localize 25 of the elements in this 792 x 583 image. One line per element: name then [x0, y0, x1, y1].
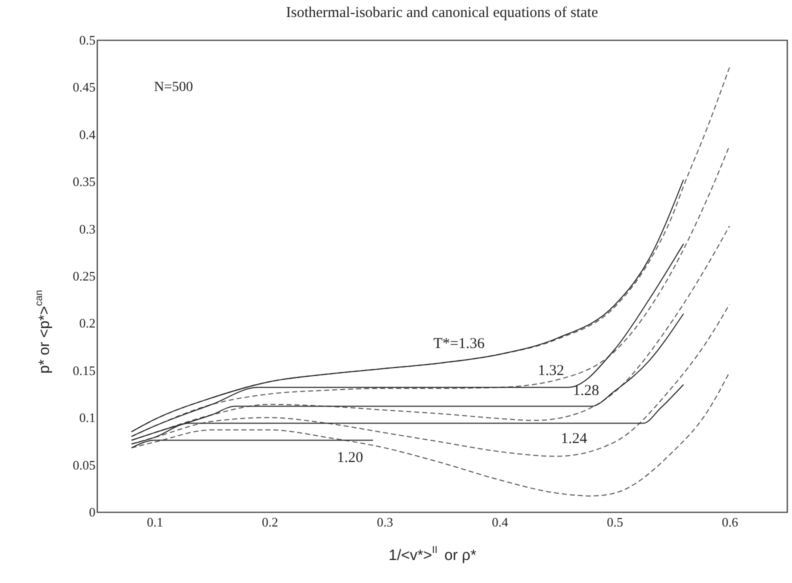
x-tick-label: 0.5 [606, 514, 624, 530]
y-tick-label: 0.25 [72, 268, 96, 284]
x-tick-label: 0.6 [722, 514, 739, 530]
chart-title: Isothermal-isobaric and canonical equations of state [286, 5, 598, 21]
annotation: 1.20 [336, 450, 364, 466]
y-tick-label: 0.1 [79, 410, 96, 426]
y-tick-label: 0.3 [79, 221, 96, 236]
y-tick-label: 0.2 [79, 316, 96, 331]
annotation: 1.28 [572, 383, 600, 399]
annotation: N=500 [154, 80, 194, 95]
annotation: 1.24 [560, 431, 588, 447]
y-tick-label: 0.4 [79, 126, 96, 142]
x-tick-label: 0.4 [492, 514, 509, 530]
annotation: T*=1.36 [433, 336, 486, 352]
y-tick-label: 0.05 [72, 457, 96, 472]
y-tick-label: 0.35 [72, 174, 96, 190]
x-tick-label: 0.3 [376, 514, 394, 530]
y-tick-label: 0.15 [72, 362, 96, 378]
x-tick-label: 0.1 [146, 514, 164, 530]
y-axis-title: p* or <p*>can [34, 290, 53, 374]
y-tick-label: 0.45 [72, 80, 96, 95]
y-tick-label: 0.5 [79, 32, 96, 48]
y-tick-label: 0 [89, 504, 96, 520]
x-tick-label: 0.2 [262, 514, 278, 530]
annotation: 1.32 [538, 363, 564, 379]
